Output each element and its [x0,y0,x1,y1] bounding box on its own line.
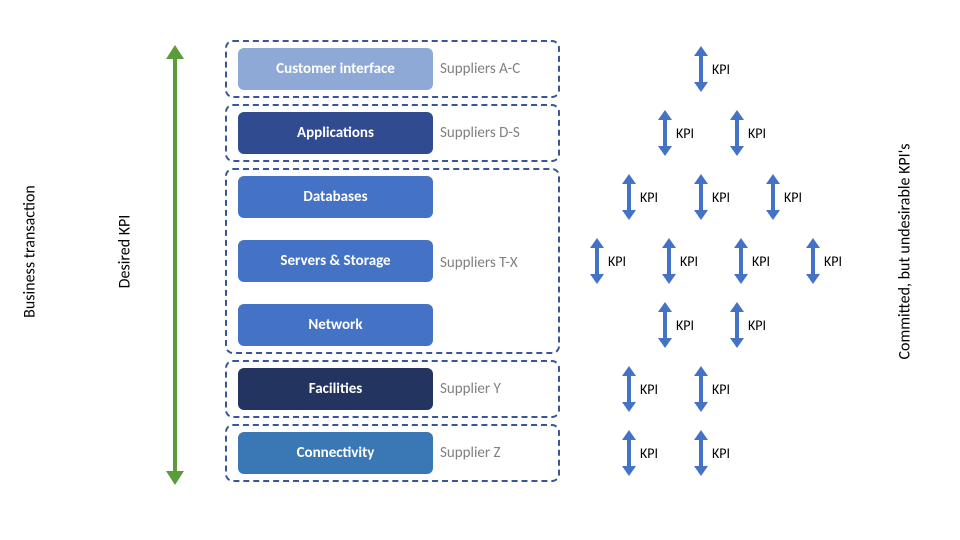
kpi-arrow-icon [590,238,604,284]
kpi-arrow-icon [806,238,820,284]
supplier-label-0: Suppliers A-C [440,58,520,80]
kpi-indicator-7: KPI [662,238,698,284]
supplier-label-4: Supplier Z [440,442,501,464]
kpi-indicator-14: KPI [622,430,658,476]
layer-connectivity: Connectivity [238,432,433,474]
kpi-indicator-4: KPI [694,174,730,220]
kpi-label: KPI [752,253,770,270]
kpi-indicator-15: KPI [694,430,730,476]
kpi-label: KPI [640,189,658,206]
kpi-indicator-3: KPI [622,174,658,220]
kpi-indicator-1: KPI [658,110,694,156]
kpi-label: KPI [608,253,626,270]
layer-applications: Applications [238,112,433,154]
kpi-label: KPI [640,445,658,462]
supplier-label-3: Supplier Y [440,378,501,400]
kpi-arrow-icon [734,238,748,284]
kpi-label: KPI [640,381,658,398]
kpi-arrow-icon [730,110,744,156]
kpi-indicator-10: KPI [658,302,694,348]
kpi-arrow-icon [662,238,676,284]
kpi-indicator-6: KPI [590,238,626,284]
layer-facilities: Facilities [238,368,433,410]
kpi-arrow-icon [730,302,744,348]
business-transaction-label: Business transaction [21,102,40,402]
kpi-label: KPI [712,189,730,206]
kpi-label: KPI [748,125,766,142]
kpi-arrow-icon [694,174,708,220]
kpi-arrow-icon [622,430,636,476]
kpi-indicator-2: KPI [730,110,766,156]
kpi-indicator-11: KPI [730,302,766,348]
kpi-label: KPI [680,253,698,270]
desired-kpi-arrow [166,45,184,485]
kpi-arrow-icon [658,110,672,156]
committed-undesirable-label: Committed, but undesirable KPI's [896,92,915,412]
kpi-arrow-icon [694,46,708,92]
kpi-label: KPI [676,317,694,334]
layer-servers-storage: Servers & Storage [238,240,433,282]
kpi-arrow-icon [694,366,708,412]
kpi-label: KPI [824,253,842,270]
kpi-indicator-12: KPI [622,366,658,412]
kpi-label: KPI [676,125,694,142]
desired-kpi-label: Desired KPI [116,102,135,402]
kpi-indicator-13: KPI [694,366,730,412]
kpi-arrow-icon [658,302,672,348]
kpi-indicator-8: KPI [734,238,770,284]
kpi-label: KPI [784,189,802,206]
layer-databases: Databases [238,176,433,218]
layer-customer-interface: Customer interface [238,48,433,90]
layer-network: Network [238,304,433,346]
kpi-label: KPI [748,317,766,334]
kpi-label: KPI [712,61,730,78]
kpi-indicator-9: KPI [806,238,842,284]
kpi-arrow-icon [694,430,708,476]
kpi-label: KPI [712,381,730,398]
supplier-label-1: Suppliers D-S [440,122,520,144]
kpi-indicator-5: KPI [766,174,802,220]
kpi-arrow-icon [766,174,780,220]
kpi-indicator-0: KPI [694,46,730,92]
kpi-label: KPI [712,445,730,462]
kpi-arrow-icon [622,366,636,412]
kpi-arrow-icon [622,174,636,220]
supplier-label-2: Suppliers T-X [440,252,518,274]
